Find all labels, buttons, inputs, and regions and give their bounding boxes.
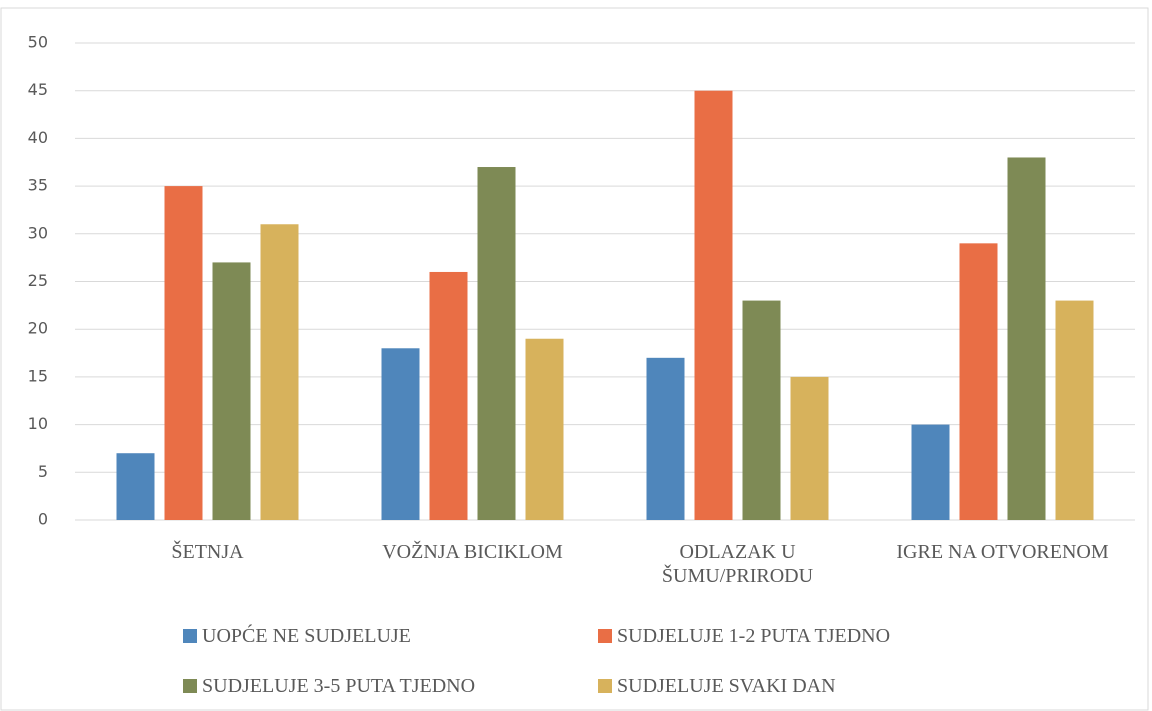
bar bbox=[646, 357, 685, 520]
y-tick-label: 20 bbox=[28, 319, 48, 338]
bar bbox=[911, 424, 950, 520]
x-tick-label: ODLAZAK U ŠUMU/PRIRODU bbox=[661, 541, 814, 587]
bar bbox=[1007, 157, 1046, 521]
bar bbox=[212, 262, 251, 520]
y-tick-label: 25 bbox=[28, 271, 48, 290]
bar bbox=[477, 167, 516, 520]
y-tick-label: 30 bbox=[28, 223, 48, 242]
bar bbox=[381, 348, 420, 520]
y-tick-label: 15 bbox=[28, 366, 48, 385]
bar bbox=[164, 186, 203, 520]
y-tick-label: 35 bbox=[28, 176, 48, 195]
bar bbox=[429, 271, 468, 520]
y-tick-label: 5 bbox=[38, 462, 48, 481]
bar bbox=[1055, 300, 1094, 520]
bar bbox=[116, 453, 155, 520]
bar bbox=[694, 90, 733, 520]
y-tick-label: 10 bbox=[28, 414, 48, 433]
y-tick-label: 40 bbox=[28, 128, 48, 147]
legend-label: SUDJELUJE 1-2 PUTA TJEDNO bbox=[617, 625, 891, 647]
chart-border bbox=[0, 7, 1149, 711]
x-tick-label: VOŽNJA BICIKLOM bbox=[382, 541, 563, 563]
bar bbox=[742, 300, 781, 520]
bar bbox=[959, 243, 998, 520]
legend-swatch bbox=[183, 629, 197, 643]
bar bbox=[260, 224, 299, 520]
legend-swatch bbox=[183, 679, 197, 693]
bar bbox=[525, 338, 564, 520]
x-tick-label: ŠETNJA bbox=[171, 541, 244, 563]
legend-swatch bbox=[598, 629, 612, 643]
bar bbox=[790, 376, 829, 520]
legend-swatch bbox=[598, 679, 612, 693]
legend-label: SUDJELUJE SVAKI DAN bbox=[617, 675, 836, 697]
legend-label: SUDJELUJE 3-5 PUTA TJEDNO bbox=[202, 675, 476, 697]
y-tick-label: 0 bbox=[38, 510, 48, 529]
y-tick-label: 50 bbox=[28, 33, 48, 52]
y-tick-label: 45 bbox=[28, 80, 48, 99]
x-tick-label: IGRE NA OTVORENOM bbox=[896, 541, 1109, 563]
legend-label: UOPĆE NE SUDJELUJE bbox=[202, 625, 411, 647]
